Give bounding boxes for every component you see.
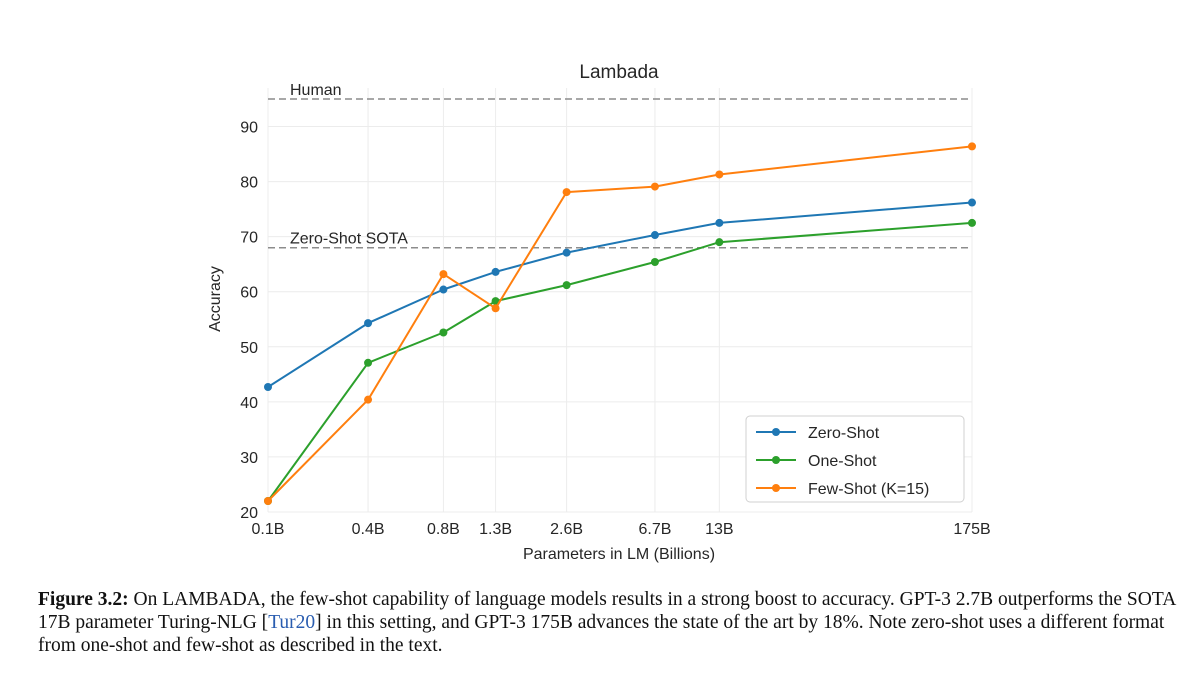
y-tick-label: 40	[240, 395, 258, 412]
data-point	[715, 218, 724, 227]
data-point	[650, 258, 659, 267]
x-tick-label: 0.1B	[252, 521, 285, 538]
data-point	[491, 297, 500, 306]
x-axis-label: Parameters in LM (Billions)	[523, 546, 715, 563]
caption-text-after: ] in this setting, and GPT-3 175B advanc…	[38, 612, 1165, 656]
caption-citation-link[interactable]: Tur20	[268, 612, 316, 633]
caption-label: Figure 3.2:	[38, 589, 129, 610]
data-point	[364, 358, 373, 367]
data-point	[491, 304, 500, 313]
y-tick-label: 20	[240, 505, 258, 522]
series-line-zero-shot	[267, 201, 973, 388]
ref-label-human: Human	[290, 82, 342, 99]
data-point	[264, 383, 272, 392]
data-point	[562, 248, 571, 257]
series-line-one-shot	[267, 221, 973, 502]
legend-item-zero-shot: Zero-Shot	[756, 425, 880, 442]
series-zero-shot	[264, 198, 976, 392]
data-point	[968, 198, 976, 207]
x-tick-label: 0.4B	[352, 521, 385, 538]
series-one-shot	[264, 218, 976, 505]
data-point	[968, 218, 976, 227]
data-point	[650, 231, 659, 240]
data-point	[439, 285, 448, 294]
y-axis-label: Accuracy	[207, 266, 224, 332]
legend-box	[745, 415, 965, 503]
data-point	[439, 328, 448, 337]
y-tick-label: 30	[240, 450, 258, 467]
data-point	[364, 319, 373, 328]
data-point	[562, 188, 571, 197]
series-line-few-shot-k-15	[267, 145, 973, 502]
data-point	[650, 182, 659, 191]
x-tick-label: 13B	[705, 521, 733, 538]
legend-item-few-shot-k-15: Few-Shot (K=15)	[756, 481, 929, 498]
y-tick-label: 70	[240, 230, 258, 247]
ref-label-zero-shot-sota: Zero-Shot SOTA	[290, 231, 408, 248]
legend-label: Zero-Shot	[808, 425, 880, 442]
data-point	[264, 496, 272, 505]
y-tick-label: 50	[240, 340, 258, 357]
data-point	[715, 238, 724, 247]
legend-item-one-shot: One-Shot	[756, 453, 877, 470]
axis-tick-labels: 20 30 40 50 60 70 80 90 0.1B 0.4B 0.8B 1.3B 2.6B 6.7B…	[240, 120, 990, 538]
legend: Zero-Shot One-Shot Few-Shot (K=15)	[745, 415, 965, 503]
x-tick-label: 0.8B	[427, 521, 460, 538]
x-tick-label: 1.3B	[479, 521, 512, 538]
y-tick-label: 60	[240, 285, 258, 302]
chart-title: Lambada	[579, 62, 659, 83]
x-tick-label: 6.7B	[638, 521, 671, 538]
series-few-shot-k-15	[264, 142, 976, 505]
legend-label: Few-Shot (K=15)	[808, 481, 929, 498]
series-layer	[264, 142, 976, 505]
data-point	[439, 270, 448, 279]
y-tick-label: 80	[240, 175, 258, 192]
data-point	[491, 267, 500, 276]
data-point	[968, 142, 976, 151]
legend-label: One-Shot	[808, 453, 877, 470]
figure-caption: Figure 3.2: On LAMBADA, the few-shot cap…	[38, 588, 1178, 657]
x-tick-label: 2.6B	[550, 521, 583, 538]
legend-swatch-marker	[772, 484, 780, 492]
data-point	[562, 281, 571, 290]
x-tick-label: 175B	[953, 521, 990, 538]
reference-lines: Human Zero-Shot SOTA	[268, 82, 972, 249]
data-point	[715, 170, 724, 179]
legend-swatch-marker	[772, 456, 780, 464]
legend-swatch-marker	[772, 428, 780, 436]
data-point	[364, 395, 373, 404]
grid-lines	[267, 88, 973, 513]
caption-text-before: On LAMBADA, the few-shot capability of l…	[38, 589, 1176, 633]
y-tick-label: 90	[240, 120, 258, 137]
